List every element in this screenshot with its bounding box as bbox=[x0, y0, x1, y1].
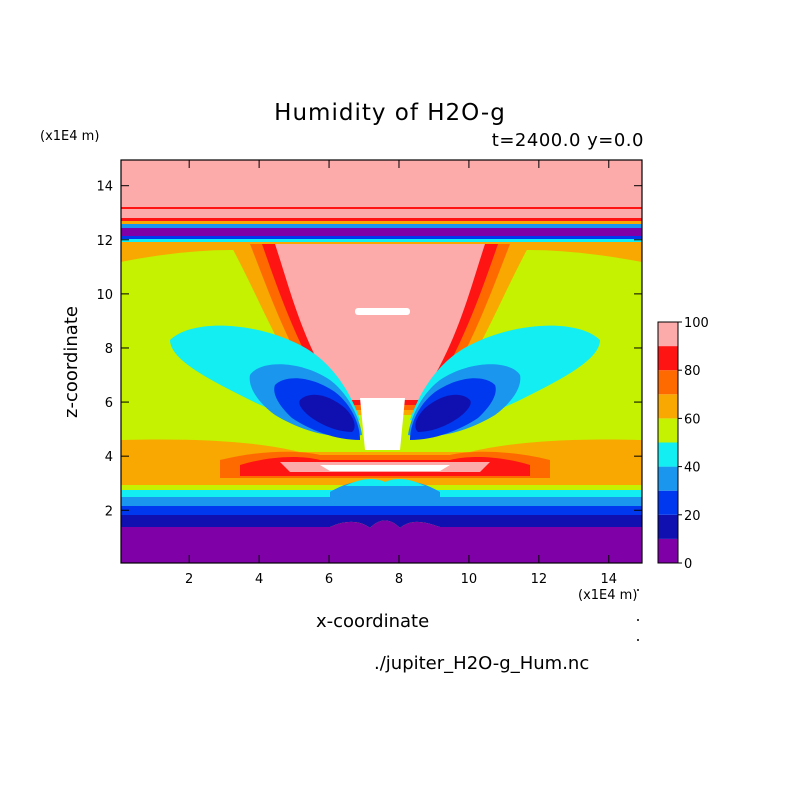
white-neck bbox=[360, 398, 405, 450]
x-axis-ticks: 2 4 6 8 10 12 14 bbox=[185, 160, 617, 587]
y-tick-label: 8 bbox=[105, 342, 113, 357]
colorbar-tick-label: 80 bbox=[684, 364, 701, 379]
contour-fill bbox=[121, 160, 642, 563]
band-level-60-70 bbox=[121, 221, 642, 224]
band-level-20-30-top bbox=[121, 236, 642, 239]
x-tick-label: 6 bbox=[325, 572, 333, 587]
x-tick-label: 4 bbox=[255, 572, 263, 587]
plot-frame bbox=[120, 159, 643, 564]
white-patch-upper bbox=[355, 308, 410, 315]
colorbar bbox=[658, 322, 678, 563]
colorbar-tick-label: 60 bbox=[684, 412, 701, 427]
x-tick-label: 14 bbox=[601, 572, 618, 587]
y-tick-label: 6 bbox=[105, 396, 113, 411]
colorbar-level-6 bbox=[658, 394, 678, 419]
colorbar-level-1 bbox=[658, 514, 678, 539]
colorbar-frame bbox=[657, 321, 679, 564]
y-tick-label: 2 bbox=[105, 504, 113, 519]
band-thin-red bbox=[121, 207, 642, 209]
colorbar-level-0 bbox=[658, 538, 678, 563]
colorbar-level-5 bbox=[658, 418, 678, 443]
colorbar-tick-label: 20 bbox=[684, 509, 701, 524]
x-axis-label: x-coordinate bbox=[316, 611, 430, 632]
y-tick-label: 10 bbox=[96, 288, 113, 303]
colorbar-level-3 bbox=[658, 466, 678, 491]
band-level-30-40 bbox=[121, 224, 642, 228]
colorbar-level-4 bbox=[658, 442, 678, 467]
deep-blue-core-right bbox=[415, 394, 471, 432]
deep-blue-core-left bbox=[299, 394, 355, 432]
colorbar-tick-label: 0 bbox=[684, 557, 692, 572]
bump-cyan bbox=[345, 478, 425, 486]
chart-subtitle: t=2400.0 y=0.0 bbox=[491, 130, 644, 151]
x-tick-label: 10 bbox=[461, 572, 478, 587]
region-saturated-column bbox=[275, 244, 485, 400]
x-axis-unit: (x1E4 m) bbox=[578, 588, 638, 603]
colorbar-level-9 bbox=[658, 322, 678, 347]
y-tick-label: 4 bbox=[105, 450, 113, 465]
band-level-40-50-top bbox=[121, 239, 642, 242]
band-white-lower bbox=[320, 465, 450, 471]
colorbar-ticks: 0 20 40 60 80 100 bbox=[678, 316, 709, 572]
y-axis-ticks: 2 4 6 8 10 12 14 bbox=[96, 180, 642, 519]
band-level-20-30-bottom bbox=[121, 506, 642, 515]
band-level-10-20-bottom bbox=[121, 515, 642, 528]
band-level-0-10-top bbox=[121, 228, 642, 236]
source-file-label: ./jupiter_H2O-g_Hum.nc bbox=[374, 653, 590, 674]
band-level-30-40-bottom bbox=[121, 497, 642, 506]
y-tick-label: 14 bbox=[96, 180, 113, 195]
band-level-0-10-bottom bbox=[121, 520, 642, 563]
colorbar-tick-label: 100 bbox=[684, 316, 709, 331]
colorbar-level-7 bbox=[658, 370, 678, 395]
y-tick-label: 12 bbox=[96, 234, 113, 249]
colorbar-tick-label: 40 bbox=[684, 461, 701, 476]
corner-dots bbox=[637, 589, 639, 641]
chart-title: Humidity of H2O-g bbox=[274, 100, 506, 126]
x-tick-label: 8 bbox=[395, 572, 403, 587]
band-upper-saturated bbox=[121, 160, 642, 218]
y-axis-unit: (x1E4 m) bbox=[40, 129, 100, 144]
colorbar-level-8 bbox=[658, 346, 678, 371]
x-tick-label: 12 bbox=[531, 572, 548, 587]
colorbar-level-2 bbox=[658, 490, 678, 515]
band-level-80-90 bbox=[121, 218, 642, 221]
x-tick-label: 2 bbox=[185, 572, 193, 587]
